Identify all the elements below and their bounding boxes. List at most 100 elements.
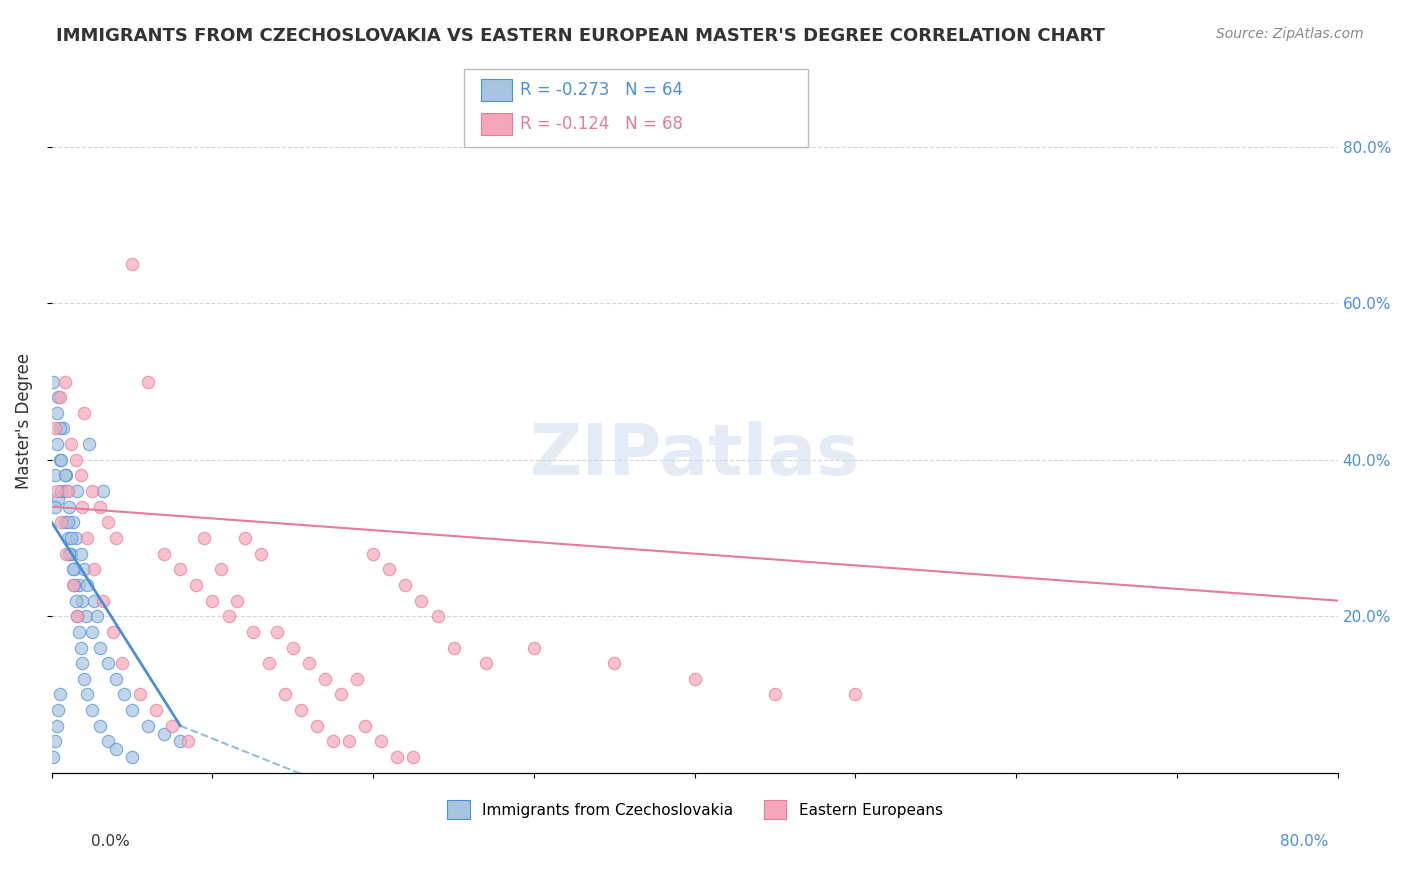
Point (44, 468, 66, 483)
Point (73, 672, 96, 686)
Point (145, 703, 167, 717)
Point (65, 452, 87, 467)
Point (44, 421, 66, 435)
Point (66, 609, 89, 624)
Point (69, 468, 91, 483)
Point (52, 421, 75, 435)
Point (249, 547, 271, 561)
Point (129, 688, 152, 702)
Point (77, 437, 100, 451)
Point (763, 688, 786, 702)
Point (67, 578, 90, 592)
Text: ZIPatlas: ZIPatlas (530, 421, 859, 491)
Point (111, 656, 134, 670)
Point (60, 531, 83, 545)
Point (402, 750, 425, 764)
Point (46, 390, 69, 404)
Point (72, 656, 94, 670)
Point (63, 562, 86, 576)
Text: 80.0%: 80.0% (1281, 834, 1329, 848)
Point (80, 624, 103, 639)
Point (233, 531, 256, 545)
Point (121, 750, 143, 764)
Point (153, 726, 176, 740)
Point (361, 547, 384, 561)
Point (65, 531, 87, 545)
Point (76, 688, 98, 702)
Text: R = -0.273   N = 64: R = -0.273 N = 64 (520, 81, 683, 99)
Point (186, 578, 208, 592)
Point (443, 640, 465, 655)
Point (305, 719, 328, 733)
Point (45, 406, 67, 420)
Point (314, 672, 336, 686)
Point (162, 719, 184, 733)
Point (177, 734, 200, 748)
Point (105, 531, 128, 545)
Point (46, 491, 69, 506)
Point (330, 688, 353, 702)
Point (45, 719, 67, 733)
Point (523, 640, 546, 655)
Point (51, 452, 73, 467)
Point (337, 734, 360, 748)
Point (72, 593, 94, 607)
Point (121, 257, 143, 271)
Point (44, 500, 66, 514)
Point (89, 640, 111, 655)
Point (274, 688, 297, 702)
Point (91, 593, 114, 607)
Point (105, 672, 128, 686)
Point (136, 375, 159, 389)
Point (58, 547, 80, 561)
Point (112, 688, 135, 702)
Point (60, 547, 83, 561)
Point (257, 656, 280, 670)
Point (86, 609, 108, 624)
Point (97, 656, 120, 670)
Point (844, 688, 866, 702)
Point (89, 719, 111, 733)
Point (44, 734, 66, 748)
Point (83, 593, 105, 607)
Point (60, 437, 83, 451)
Point (80, 484, 103, 499)
Point (53, 468, 76, 483)
Point (322, 734, 344, 748)
Point (75, 609, 97, 624)
Point (201, 593, 224, 607)
Point (55, 468, 77, 483)
Point (354, 719, 377, 733)
Point (394, 578, 416, 592)
Point (290, 703, 312, 717)
Point (426, 609, 449, 624)
Point (45, 484, 67, 499)
Point (69, 547, 91, 561)
Point (346, 672, 368, 686)
Point (83, 562, 105, 576)
Point (266, 624, 288, 639)
Point (169, 562, 191, 576)
Point (281, 640, 304, 655)
Y-axis label: Master's Degree: Master's Degree (15, 352, 32, 489)
Point (121, 703, 143, 717)
Point (136, 719, 159, 733)
Point (49, 688, 72, 702)
Point (62, 516, 84, 530)
Point (101, 624, 124, 639)
Point (242, 624, 264, 639)
Point (225, 593, 247, 607)
Point (42, 750, 65, 764)
Point (53, 516, 76, 530)
Text: IMMIGRANTS FROM CZECHOSLOVAKIA VS EASTERN EUROPEAN MASTER'S DEGREE CORRELATION C: IMMIGRANTS FROM CZECHOSLOVAKIA VS EASTER… (56, 27, 1105, 45)
Point (67, 624, 90, 639)
Point (387, 750, 409, 764)
Point (411, 593, 433, 607)
Point (370, 734, 392, 748)
Point (55, 547, 77, 561)
Point (63, 578, 86, 592)
Point (73, 406, 96, 420)
Point (474, 656, 496, 670)
Point (56, 516, 79, 530)
Point (193, 531, 215, 545)
